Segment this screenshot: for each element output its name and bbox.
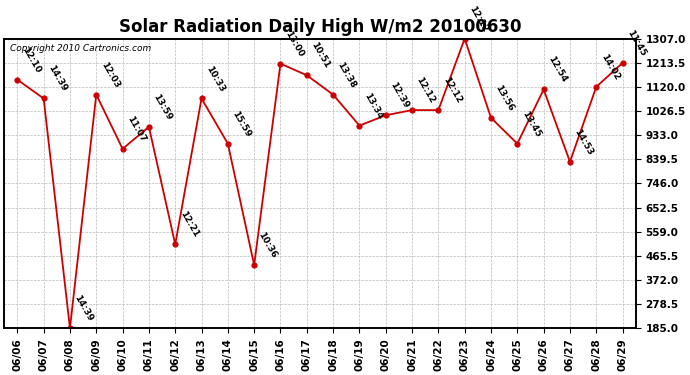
Text: 12:54: 12:54	[546, 55, 569, 84]
Title: Solar Radiation Daily High W/m2 20100630: Solar Radiation Daily High W/m2 20100630	[119, 18, 521, 36]
Point	[144, 124, 155, 130]
Point	[170, 242, 181, 248]
Point	[617, 60, 628, 66]
Text: 14:39: 14:39	[72, 294, 95, 323]
Point	[91, 92, 102, 98]
Text: 12:12: 12:12	[441, 76, 463, 105]
Text: 11:07: 11:07	[125, 114, 148, 144]
Text: 12:12: 12:12	[467, 4, 489, 33]
Text: 12:21: 12:21	[178, 210, 200, 239]
Point	[564, 159, 575, 165]
Text: 12:12: 12:12	[415, 76, 437, 105]
Point	[328, 92, 339, 98]
Text: 13:56: 13:56	[493, 83, 515, 113]
Text: 10:33: 10:33	[204, 64, 226, 93]
Text: 14:02: 14:02	[599, 53, 621, 82]
Text: 13:38: 13:38	[336, 60, 358, 90]
Text: 14:39: 14:39	[46, 64, 68, 93]
Text: 12:39: 12:39	[388, 81, 411, 110]
Text: 13:59: 13:59	[152, 92, 174, 122]
Text: 10:51: 10:51	[309, 41, 331, 70]
Text: 13:00: 13:00	[283, 29, 305, 58]
Point	[302, 72, 313, 78]
Text: Copyright 2010 Cartronics.com: Copyright 2010 Cartronics.com	[10, 44, 152, 53]
Point	[459, 36, 470, 42]
Point	[222, 141, 233, 147]
Point	[512, 141, 523, 147]
Point	[486, 115, 497, 121]
Text: 14:53: 14:53	[573, 127, 595, 157]
Point	[591, 84, 602, 90]
Text: 15:59: 15:59	[230, 109, 253, 138]
Text: 13:45: 13:45	[520, 109, 542, 138]
Point	[117, 146, 128, 152]
Point	[12, 76, 23, 82]
Point	[406, 107, 417, 113]
Text: 12:10: 12:10	[20, 45, 42, 75]
Point	[380, 112, 391, 118]
Text: 11:45: 11:45	[625, 28, 647, 58]
Text: 10:36: 10:36	[257, 231, 279, 260]
Point	[538, 87, 549, 93]
Point	[38, 96, 49, 102]
Text: 13:34: 13:34	[362, 91, 384, 120]
Point	[196, 96, 207, 102]
Point	[64, 325, 75, 331]
Text: 12:03: 12:03	[99, 60, 121, 90]
Point	[354, 123, 365, 129]
Point	[275, 61, 286, 67]
Point	[433, 107, 444, 113]
Point	[248, 262, 259, 268]
